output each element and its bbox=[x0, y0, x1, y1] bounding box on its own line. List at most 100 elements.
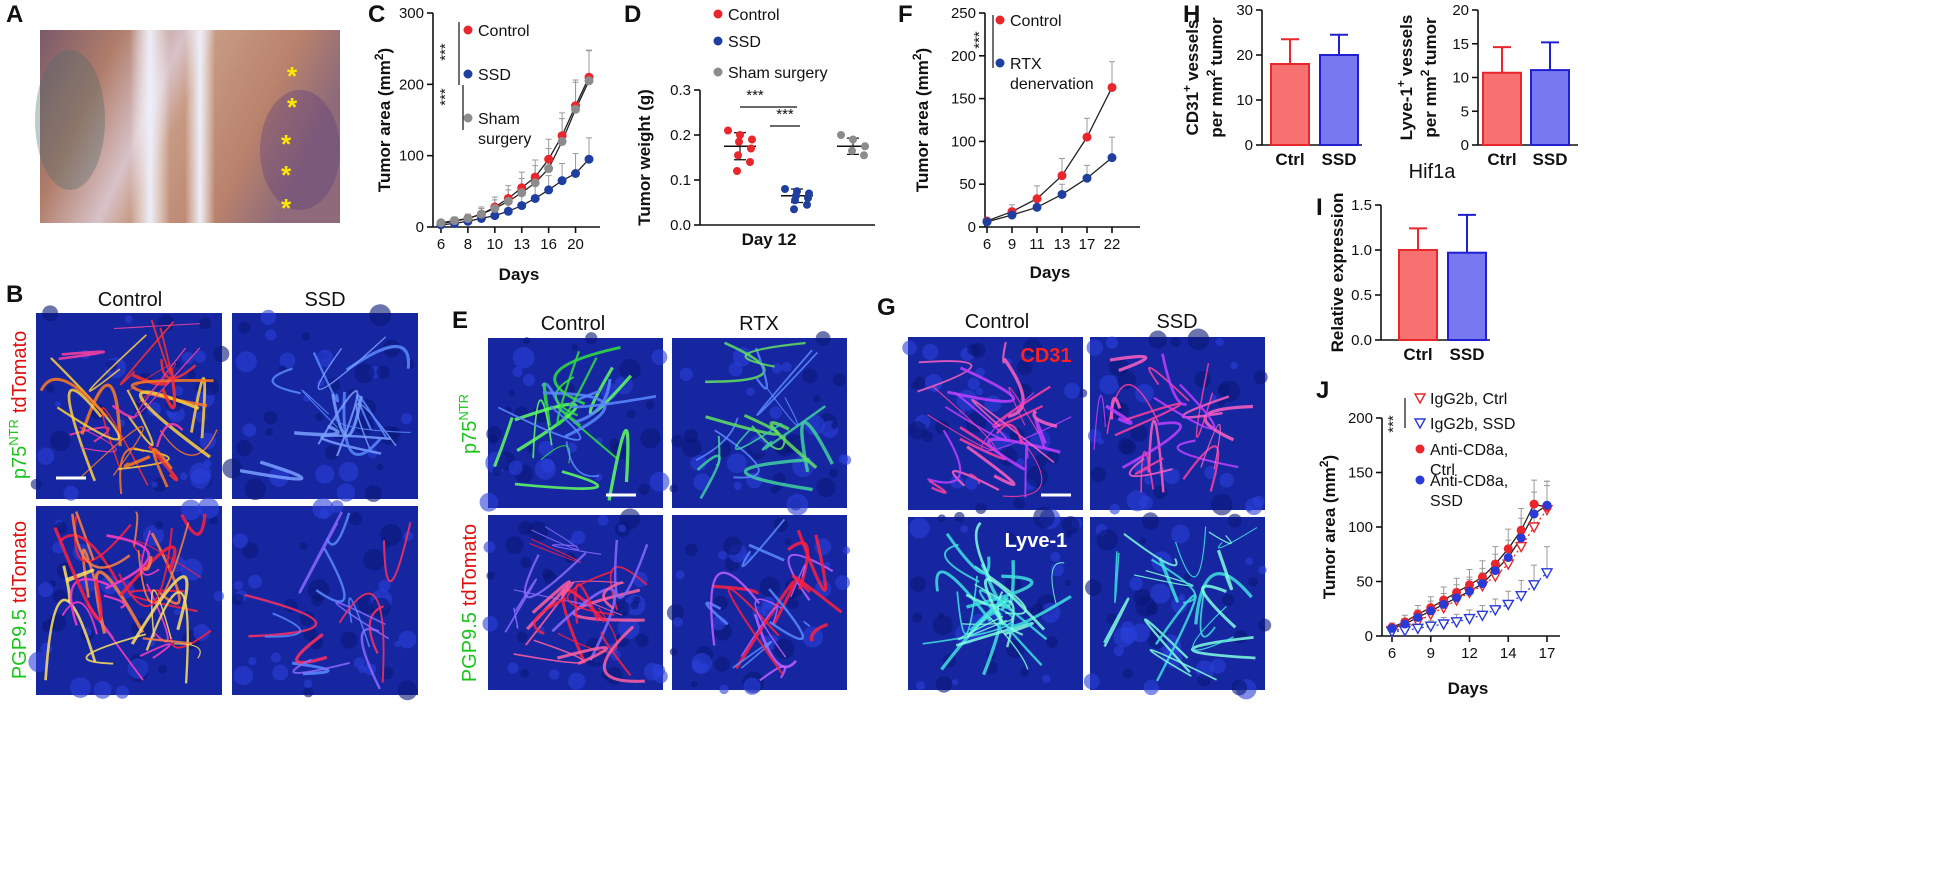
label-part: per mm bbox=[1207, 76, 1226, 137]
nucleus-texture bbox=[618, 524, 627, 533]
label-part: Relative expression bbox=[1328, 193, 1347, 353]
nucleus-texture bbox=[719, 684, 729, 695]
nucleus-texture bbox=[910, 576, 926, 592]
fiber-texture bbox=[1147, 419, 1165, 493]
fiber-texture bbox=[928, 479, 947, 494]
fiber-texture bbox=[1134, 457, 1164, 475]
nucleus-texture bbox=[975, 502, 987, 515]
nucleus-texture bbox=[28, 651, 49, 673]
data-point bbox=[449, 216, 459, 226]
y-tick-label: 0 bbox=[1365, 628, 1373, 645]
y-tick-label: 150 bbox=[1348, 465, 1373, 482]
nucleus-texture bbox=[1194, 370, 1212, 388]
fiber-texture bbox=[335, 601, 390, 640]
data-point bbox=[1439, 599, 1449, 609]
nucleus-texture bbox=[1040, 602, 1061, 623]
fiber-texture bbox=[180, 513, 207, 536]
nucleus-texture bbox=[841, 455, 852, 466]
nucleus-texture bbox=[935, 676, 953, 693]
fiber-texture bbox=[137, 522, 190, 604]
panel-label: F bbox=[898, 1, 913, 28]
fiber-texture bbox=[978, 589, 1048, 667]
photo-highlight bbox=[185, 30, 215, 223]
x-tick-label: 16 bbox=[540, 236, 557, 253]
y-tick-label: 0.5 bbox=[1351, 287, 1372, 304]
nucleus-texture bbox=[649, 471, 670, 492]
legend-marker bbox=[713, 36, 723, 46]
fiber-texture bbox=[944, 543, 980, 583]
x-tick-label: 12 bbox=[1461, 645, 1478, 662]
nucleus-texture bbox=[1016, 359, 1033, 376]
fiber-texture bbox=[301, 389, 339, 429]
label-part: tumor bbox=[1207, 17, 1226, 66]
fiber-texture bbox=[988, 615, 1029, 670]
y-tick-label: 0 bbox=[968, 219, 976, 236]
y-tick-label: 100 bbox=[1348, 519, 1373, 536]
data-point bbox=[490, 211, 500, 221]
fiber-texture bbox=[607, 429, 630, 501]
nucleus-texture bbox=[151, 481, 158, 488]
nucleus-texture bbox=[486, 426, 502, 442]
data-point bbox=[1411, 623, 1425, 635]
nucleus-texture bbox=[786, 596, 799, 610]
y-tick-label: 10 bbox=[1236, 92, 1253, 109]
nucleus-texture bbox=[1135, 383, 1154, 403]
fiber-texture bbox=[355, 403, 397, 450]
nucleus-texture bbox=[272, 664, 289, 681]
nucleus-texture bbox=[233, 580, 244, 591]
fiber-texture bbox=[727, 587, 784, 675]
nucleus-texture bbox=[508, 460, 523, 476]
fiber-texture bbox=[945, 532, 991, 575]
fiber-texture bbox=[969, 473, 981, 485]
fiber-texture bbox=[1149, 649, 1217, 681]
fiber-texture bbox=[1114, 551, 1120, 604]
nucleus-texture bbox=[640, 428, 661, 449]
nucleus-texture bbox=[324, 445, 340, 460]
data-point bbox=[1489, 605, 1502, 617]
nucleus-texture bbox=[330, 500, 344, 514]
fiber-texture bbox=[382, 522, 412, 583]
nucleus-texture bbox=[238, 321, 251, 334]
nucleus-texture bbox=[1097, 438, 1104, 445]
fiber-texture bbox=[81, 548, 97, 598]
nucleus-texture bbox=[202, 378, 220, 396]
data-point bbox=[1527, 522, 1541, 534]
y-tick-label: 20 bbox=[1452, 2, 1469, 19]
error-bar bbox=[1409, 227, 1427, 250]
y-tick-label: 30 bbox=[1236, 2, 1253, 19]
fiber-texture bbox=[338, 592, 385, 683]
superscript: 2 bbox=[910, 53, 924, 60]
fiber-texture bbox=[971, 398, 1055, 464]
nucleus-texture bbox=[784, 538, 792, 546]
nucleus-texture bbox=[675, 570, 685, 580]
nucleus-texture bbox=[248, 574, 263, 589]
nucleus-texture bbox=[1233, 630, 1248, 644]
nucleus-texture bbox=[759, 576, 781, 598]
label-part: Tumor area (mm bbox=[375, 60, 394, 192]
fiber-texture bbox=[1002, 435, 1043, 497]
nucleus-texture bbox=[338, 461, 359, 482]
fiber-texture bbox=[740, 606, 778, 657]
data-point bbox=[724, 126, 732, 135]
nucleus-texture bbox=[235, 439, 253, 457]
nucleus-texture bbox=[619, 508, 641, 530]
nucleus-texture bbox=[773, 638, 795, 660]
nucleus-texture bbox=[46, 384, 55, 393]
data-point bbox=[790, 205, 798, 214]
nucleus-texture bbox=[1227, 513, 1242, 528]
nucleus-texture bbox=[743, 677, 761, 695]
fiber-texture bbox=[602, 580, 624, 610]
fiber-texture bbox=[111, 404, 135, 419]
data-point bbox=[544, 185, 554, 195]
nucleus-texture bbox=[950, 475, 964, 489]
nucleus-texture bbox=[1231, 679, 1248, 696]
nucleus-texture bbox=[157, 314, 175, 332]
overlay-label: CD31 bbox=[1020, 345, 1071, 367]
nucleus-texture bbox=[723, 536, 742, 556]
nucleus-texture bbox=[398, 630, 417, 649]
photo-shadow bbox=[35, 50, 105, 190]
significance-label: *** bbox=[746, 87, 764, 104]
legend-marker bbox=[1415, 444, 1425, 454]
fiber-texture bbox=[140, 530, 160, 576]
nucleus-texture bbox=[1090, 466, 1107, 483]
